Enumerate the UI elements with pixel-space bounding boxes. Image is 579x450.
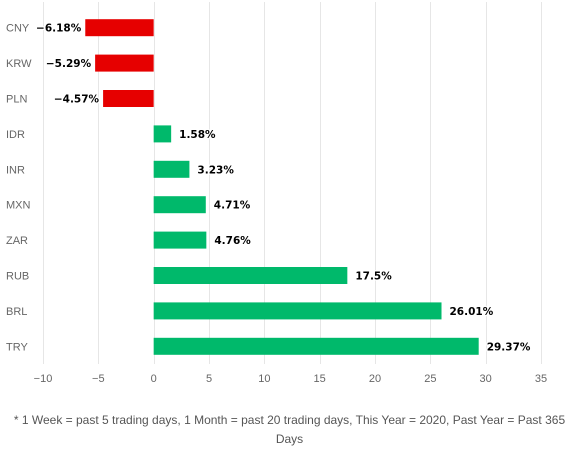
x-tick-label: −5: [92, 373, 105, 385]
category-label: CNY: [6, 23, 30, 35]
footnote: * 1 Week = past 5 trading days, 1 Month …: [13, 413, 566, 446]
x-tick-label: 10: [258, 373, 270, 385]
bar-inr: [153, 160, 190, 178]
data-label: 17.5%: [355, 271, 392, 283]
category-label: TRY: [6, 341, 28, 353]
x-tick-label: 20: [369, 373, 381, 385]
data-label: −5.29%: [46, 58, 92, 70]
x-tick-label: 15: [314, 373, 326, 385]
x-axis-ticks: −10 −5 0 5 10 15 20 25 30 35: [34, 373, 547, 385]
bar-rub: [153, 267, 348, 284]
bar-chart-svg: CNY KRW PLN IDR INR MXN ZAR RUB BRL TRY −6.18% −5.…: [6, 2, 547, 385]
bar-krw: [95, 54, 154, 72]
x-tick-label: 30: [480, 373, 492, 385]
data-label: 3.23%: [197, 164, 234, 176]
bar-try: [153, 337, 479, 355]
category-label: KRW: [6, 58, 32, 70]
bar-pln: [103, 90, 154, 107]
x-tick-label: 35: [535, 373, 547, 385]
x-tick-label: −10: [34, 373, 53, 385]
x-tick-label: 0: [151, 373, 157, 385]
x-tick-label: 25: [424, 373, 436, 385]
category-label: MXN: [6, 200, 31, 212]
fx-performance-chart: CNY KRW PLN IDR INR MXN ZAR RUB BRL TRY −6.18% −5.…: [6, 2, 547, 385]
data-label: 1.58%: [179, 129, 216, 141]
data-label: 29.37%: [487, 341, 531, 353]
bar-mxn: [153, 196, 206, 214]
category-label: INR: [6, 164, 25, 176]
data-label: −6.18%: [36, 23, 82, 35]
data-label: 4.71%: [214, 200, 251, 212]
bar-brl: [153, 302, 442, 320]
category-label: IDR: [6, 129, 25, 141]
category-label: RUB: [6, 271, 29, 283]
data-label: 4.76%: [214, 235, 251, 247]
x-tick-label: 5: [206, 373, 212, 385]
data-labels: −6.18% −5.29% −4.57% 1.58% 3.23% 4.71% 4.76% 17…: [35, 21, 532, 354]
category-label: ZAR: [6, 235, 28, 247]
category-label: BRL: [6, 306, 27, 318]
data-label: −4.57%: [54, 94, 100, 106]
data-label: 26.01%: [450, 306, 494, 318]
bar-idr: [153, 125, 172, 143]
category-label: PLN: [6, 94, 27, 106]
category-labels: CNY KRW PLN IDR INR MXN ZAR RUB BRL TRY: [6, 23, 32, 354]
bar-cny: [85, 19, 154, 37]
bar-zar: [153, 231, 207, 249]
bars: [85, 19, 479, 355]
